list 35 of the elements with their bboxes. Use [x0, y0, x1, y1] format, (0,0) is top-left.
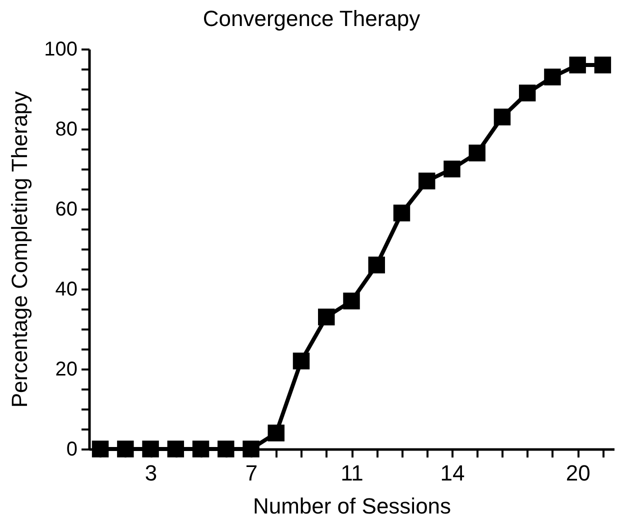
point — [368, 256, 385, 274]
x-tick-label: 20 — [566, 460, 590, 486]
point — [444, 160, 460, 178]
point — [544, 68, 561, 86]
y-tick-label: 100 — [44, 38, 78, 60]
point — [569, 56, 586, 74]
point — [142, 440, 159, 458]
point — [393, 204, 410, 222]
point — [242, 440, 260, 458]
point — [318, 308, 335, 326]
y-tick-label: 60 — [55, 198, 78, 220]
point — [494, 108, 511, 126]
x-tick-label: 11 — [340, 460, 364, 486]
x-tick-label: 3 — [144, 460, 158, 486]
point — [418, 172, 436, 190]
x-tick-label: 14 — [440, 460, 465, 486]
y-tick-label: 0 — [66, 438, 78, 460]
point — [268, 424, 285, 442]
y-tick-label: 20 — [55, 358, 78, 380]
point — [92, 440, 109, 458]
point — [518, 84, 536, 102]
point — [292, 352, 310, 370]
y-axis-title: Percentage Completing Therapy — [7, 91, 32, 408]
point — [218, 440, 234, 458]
point — [117, 440, 134, 458]
point — [167, 440, 184, 458]
x-tick-label: 7 — [245, 460, 258, 486]
point — [343, 292, 360, 310]
point — [192, 440, 210, 458]
x-axis-title: Number of Sessions — [252, 494, 452, 518]
chart-title: Convergence Therapy — [202, 6, 420, 31]
y-tick-label: 80 — [55, 118, 78, 140]
point — [468, 144, 486, 162]
y-tick-label: 40 — [55, 278, 78, 300]
point — [594, 56, 612, 74]
